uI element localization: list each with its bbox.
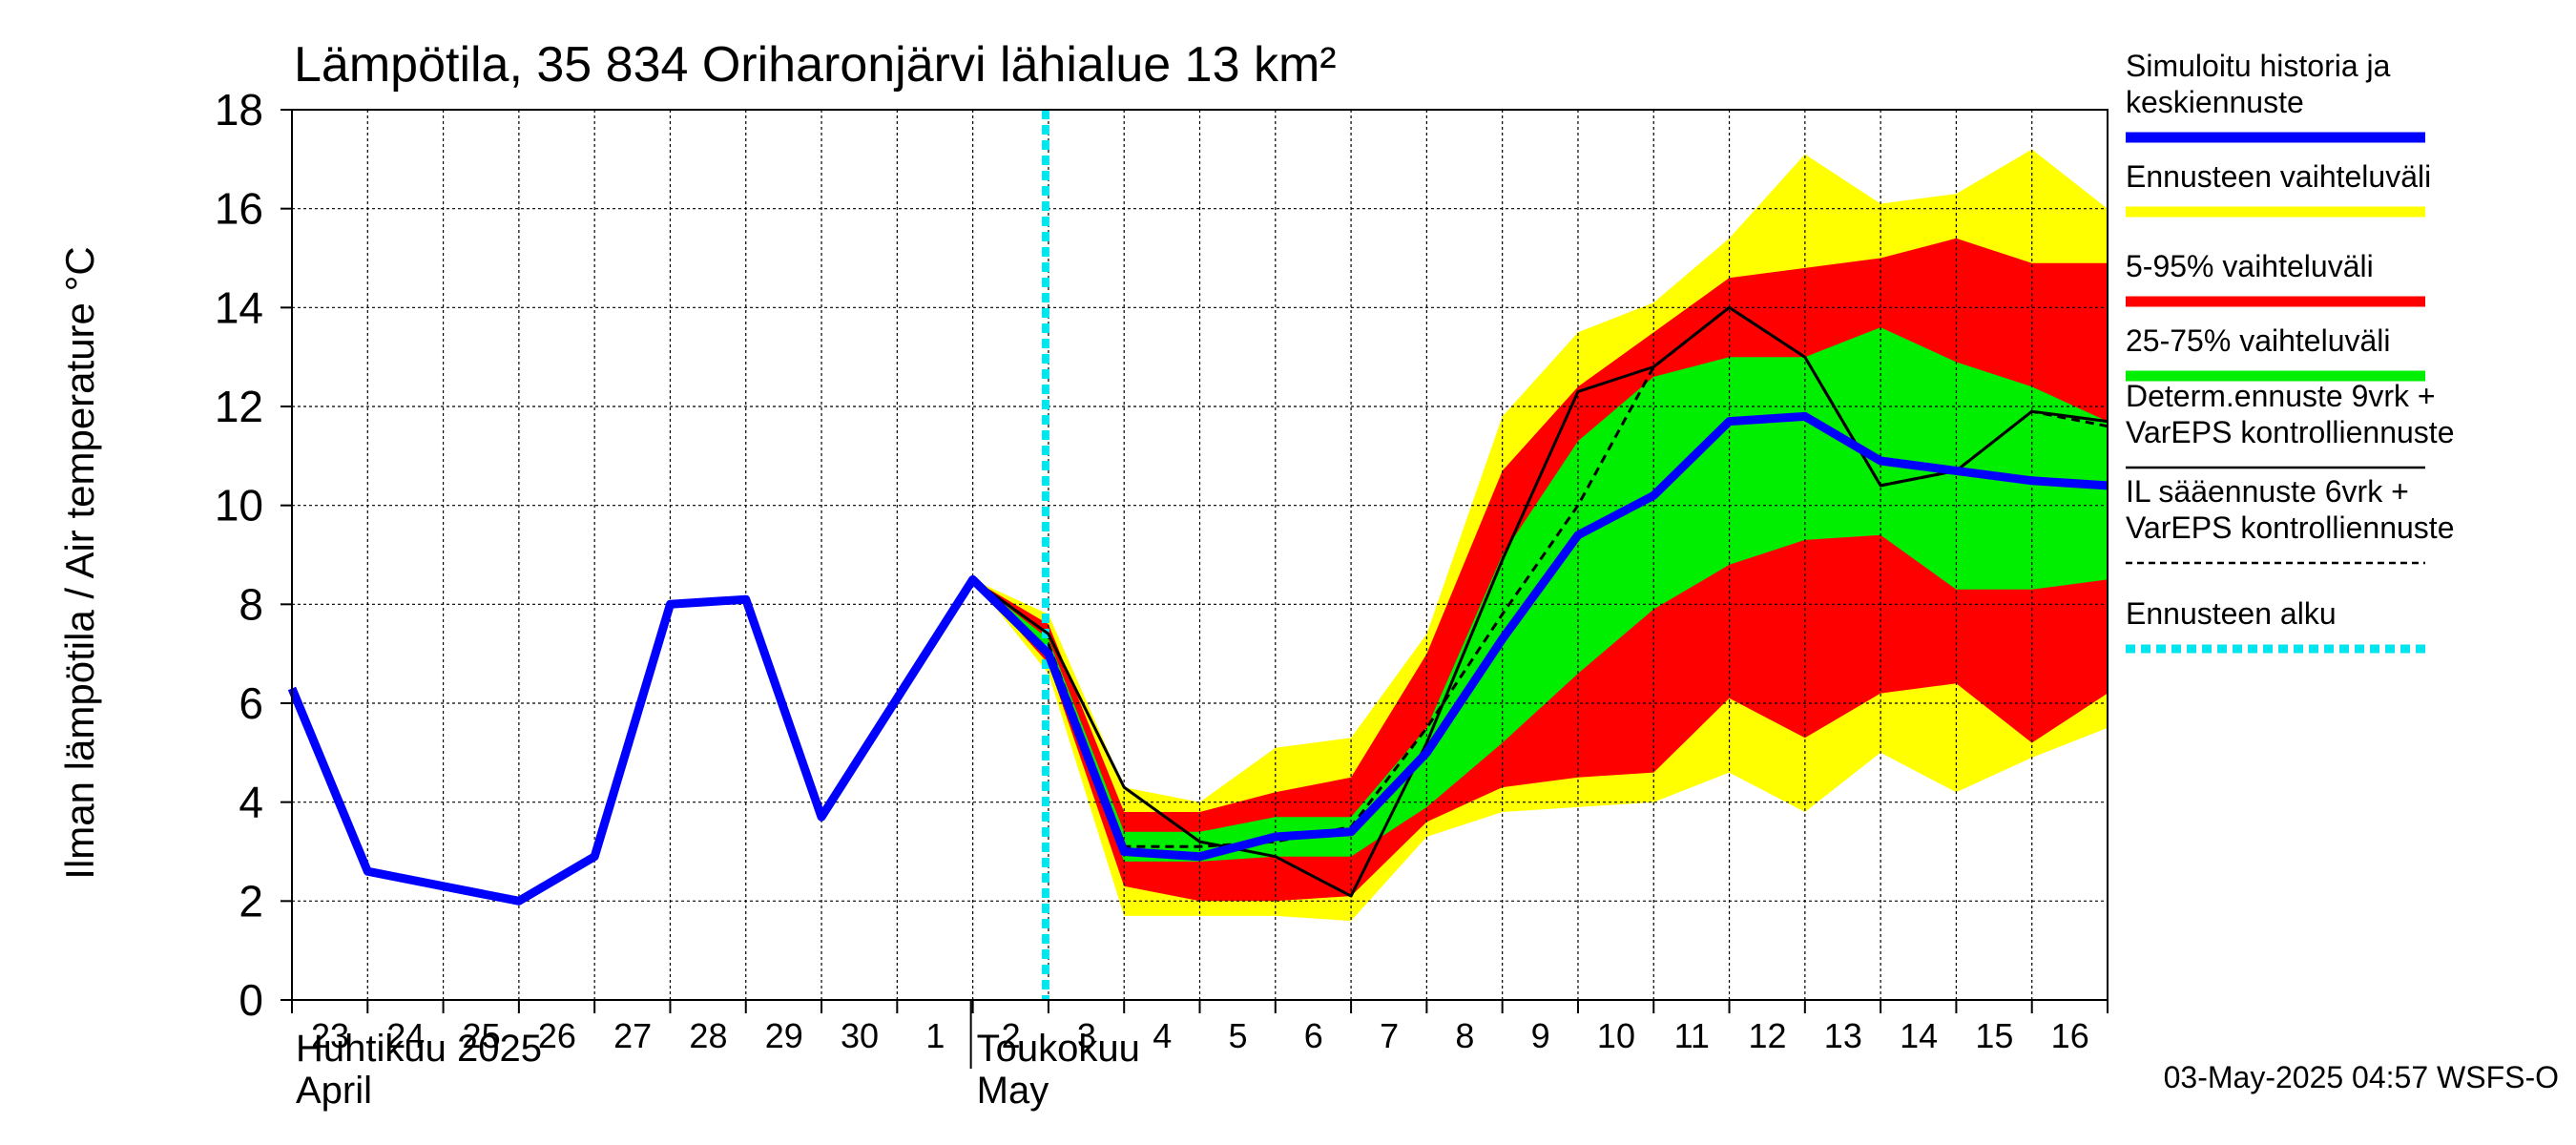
legend-label: Ennusteen vaihteluväli — [2126, 159, 2431, 194]
x-tick-label: 5 — [1228, 1016, 1247, 1055]
x-tick-label: 26 — [538, 1016, 576, 1055]
month-label-fi: Huhtikuu 2025 — [296, 1028, 542, 1070]
y-tick-label: 8 — [239, 579, 263, 629]
y-tick-label: 4 — [239, 778, 263, 827]
legend-label: IL sääennuste 6vrk + — [2126, 474, 2409, 509]
x-tick-label: 25 — [463, 1016, 501, 1055]
x-tick-label: 28 — [689, 1016, 727, 1055]
y-tick-label: 0 — [239, 975, 263, 1025]
x-tick-label: 13 — [1824, 1016, 1862, 1055]
x-tick-label: 12 — [1749, 1016, 1787, 1055]
x-tick-label: 10 — [1597, 1016, 1635, 1055]
x-tick-label: 1 — [925, 1016, 945, 1055]
legend-label: Ennusteen alku — [2126, 596, 2337, 631]
bands-layer — [972, 149, 2108, 922]
footer-timestamp: 03-May-2025 04:57 WSFS-O — [2164, 1060, 2559, 1094]
x-tick-label: 15 — [1975, 1016, 2013, 1055]
x-tick-label: 9 — [1531, 1016, 1550, 1055]
band-25-75 — [972, 327, 2108, 862]
x-tick-label: 11 — [1674, 1016, 1710, 1055]
series-il-forecast — [1047, 305, 2109, 848]
series-deterministic — [896, 305, 2109, 898]
legend-label: Simuloitu historia ja — [2126, 49, 2391, 83]
y-tick-label: 14 — [215, 282, 263, 332]
month-label-en: April — [296, 1070, 372, 1112]
x-tick-label: 29 — [765, 1016, 803, 1055]
x-tick-label: 7 — [1380, 1016, 1399, 1055]
x-tick-label: 6 — [1304, 1016, 1323, 1055]
month-label-en: May — [977, 1070, 1049, 1112]
month-label-fi: Toukokuu — [977, 1028, 1140, 1070]
legend-label: Determ.ennuste 9vrk + — [2126, 379, 2436, 413]
x-tick-label: 3 — [1077, 1016, 1096, 1055]
x-tick-label: 23 — [311, 1016, 349, 1055]
x-tick-label: 14 — [1900, 1016, 1938, 1055]
y-tick-label: 12 — [215, 382, 263, 431]
legend-label: keskiennuste — [2126, 85, 2304, 119]
y-tick-label: 10 — [215, 481, 263, 531]
grid-layer — [292, 110, 2108, 1000]
x-tick-label: 30 — [841, 1016, 879, 1055]
x-tick-label: 2 — [1002, 1016, 1021, 1055]
x-tick-label: 4 — [1153, 1016, 1172, 1055]
legend-label: 25-75% vaihteluväli — [2126, 323, 2391, 358]
chart-title: Lämpötila, 35 834 Oriharonjärvi lähialue… — [294, 37, 1337, 93]
legend-label: VarEPS kontrolliennuste — [2126, 415, 2454, 449]
legend-label: VarEPS kontrolliennuste — [2126, 510, 2454, 545]
x-tick-label: 27 — [613, 1016, 652, 1055]
y-tick-label: 18 — [215, 85, 263, 135]
y-tick-label: 16 — [215, 184, 263, 234]
x-tick-label: 8 — [1455, 1016, 1474, 1055]
x-tick-label: 16 — [2051, 1016, 2089, 1055]
lines-layer — [287, 110, 2109, 1000]
y-tick-label: 6 — [239, 678, 263, 728]
legend-label: 5-95% vaihteluväli — [2126, 249, 2374, 283]
y-axis-label: Ilman lämpötila / Air temperature °C — [57, 246, 102, 879]
x-tick-label: 24 — [386, 1016, 425, 1055]
y-tick-label: 2 — [239, 876, 263, 926]
series-simulated-mean — [287, 411, 2109, 906]
